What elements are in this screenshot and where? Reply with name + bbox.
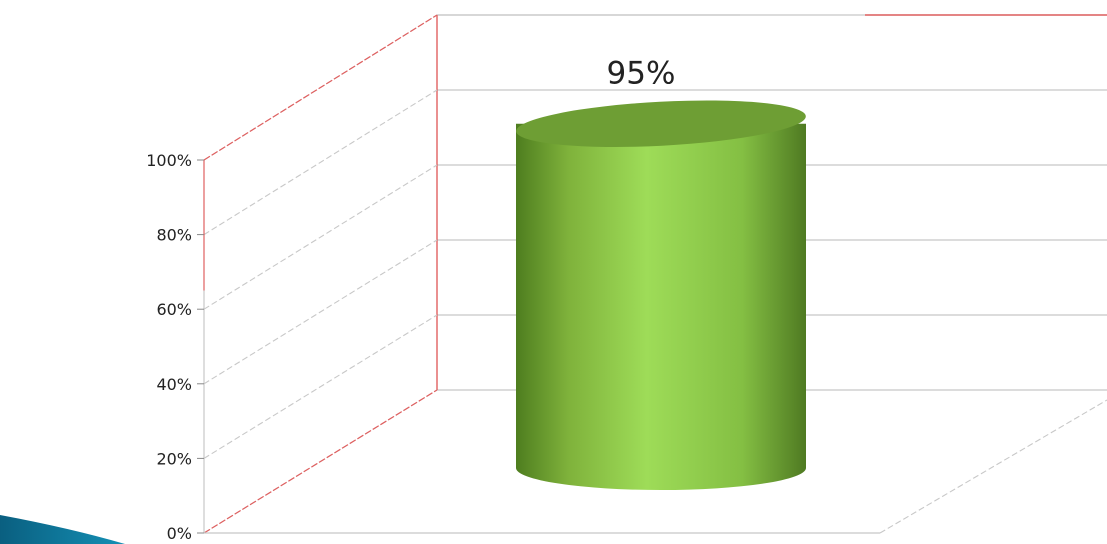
bar-top-cap xyxy=(516,100,806,147)
y-tick-label: 0% xyxy=(167,524,192,543)
side-wall-top-edge xyxy=(203,14,438,161)
gridline-side-20 xyxy=(203,314,438,459)
data-label: 95% xyxy=(607,56,676,92)
gridline-side-40 xyxy=(203,239,438,385)
y-tick-label: 100% xyxy=(146,151,192,170)
floor-right-edge xyxy=(879,399,1107,534)
bar-series xyxy=(516,100,806,490)
data-labels: 95% xyxy=(607,56,676,92)
y-tick-label: 60% xyxy=(156,300,192,319)
y-tick-label: 40% xyxy=(156,375,192,394)
y-tick-label: 20% xyxy=(156,449,192,468)
corner-decoration xyxy=(0,515,125,544)
side-wall-bottom-edge xyxy=(203,389,438,534)
side-wall xyxy=(203,14,438,534)
gridline-side-60 xyxy=(203,164,438,310)
y-axis: 0% 20% 40% 60% 80% 100% xyxy=(146,151,205,543)
bar-cylinder xyxy=(516,100,806,490)
gridline-side-80 xyxy=(203,89,438,236)
bar-body xyxy=(516,123,806,490)
y-tick-label: 80% xyxy=(156,226,192,245)
floor xyxy=(204,399,1107,534)
